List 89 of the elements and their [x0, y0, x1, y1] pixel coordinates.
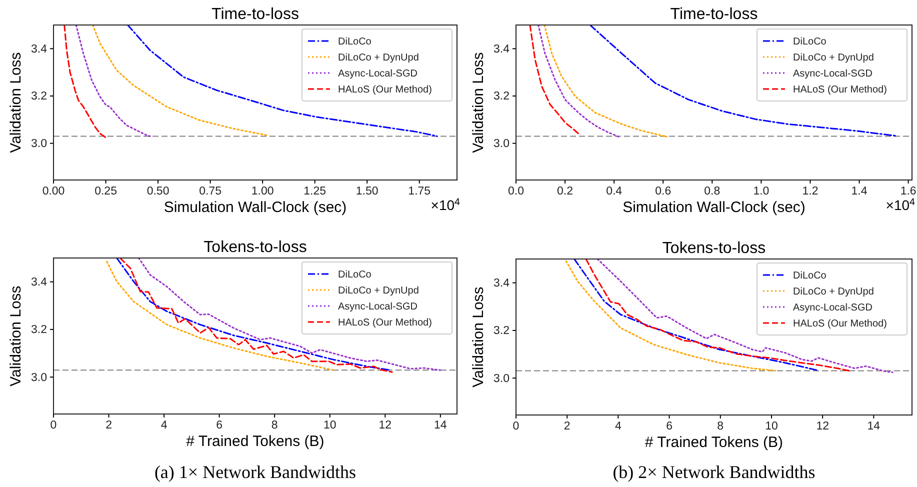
x-tick-label: 6 — [216, 420, 223, 432]
y-tick-label: 3.4 — [31, 43, 48, 56]
y-tick-label: 3.2 — [494, 325, 510, 338]
x-tick-label: 0.4 — [606, 186, 623, 198]
y-axis-title: Validation Loss — [470, 52, 487, 153]
y-tick-label: 3.0 — [494, 372, 510, 385]
legend-label: DiLoCo — [793, 36, 827, 48]
legend-label: Async-Local-SGD — [338, 302, 418, 312]
y-tick-label: 3.4 — [494, 277, 510, 290]
x-tick-label: 1.4 — [851, 186, 868, 198]
x-tick-label: 1.75 — [408, 186, 431, 198]
x-tick-label: 1.0 — [753, 186, 770, 198]
y-tick-label: 3.4 — [31, 276, 48, 288]
x-tick-label: 0.0 — [508, 186, 524, 198]
line-series — [544, 25, 668, 138]
line-series — [538, 25, 620, 138]
x-tick-label: 0.50 — [146, 186, 170, 198]
y-tick-label: 3.2 — [31, 90, 47, 103]
line-series — [64, 25, 107, 138]
y-axis-title: Validation Loss — [470, 286, 487, 388]
x-tick-label: 8 — [271, 420, 278, 432]
x-tick-label: 1.50 — [356, 186, 378, 198]
x-tick-label: 1.2 — [802, 186, 818, 198]
y-tick-label: 3.2 — [31, 324, 47, 336]
y-tick-label: 3.4 — [494, 43, 510, 56]
x-axis-title: Simulation Wall-Clock (sec) — [164, 199, 347, 216]
legend-label: DiLoCo — [338, 270, 372, 280]
x-tick-label: 2 — [564, 420, 570, 433]
legend-label: HALoS (Our Method) — [338, 84, 432, 96]
x-tick-label: 0.25 — [94, 186, 117, 198]
x-tick-label: 0.2 — [557, 186, 574, 198]
x-axis-title: # Trained Tokens (B) — [186, 433, 324, 450]
legend-label: HALoS (Our Method) — [793, 84, 887, 96]
x-tick-label: 4 — [160, 420, 168, 432]
legend-label: DiLoCo — [793, 270, 827, 282]
y-tick-label: 3.2 — [494, 90, 510, 103]
legend-label: HALoS (Our Method) — [338, 318, 432, 328]
line-series — [596, 259, 894, 374]
x-tick-label: 14 — [434, 420, 448, 432]
legend-label: DiLoCo + DynUpd — [338, 52, 419, 64]
legend-label: Async-Local-SGD — [793, 302, 872, 314]
line-series — [138, 258, 442, 371]
x-axis-title: # Trained Tokens (B) — [644, 434, 784, 451]
y-tick-label: 3.0 — [31, 372, 47, 384]
x-tick-label: 0.75 — [199, 186, 222, 198]
line-series — [529, 25, 581, 136]
line-series — [92, 25, 268, 136]
x-tick-label: 10 — [323, 420, 336, 432]
text: (b) 2× Network Bandwidths — [612, 462, 816, 482]
y-axis-title: Validation Loss — [8, 286, 24, 386]
y-tick-label: 3.0 — [31, 138, 47, 150]
y-tick-label: 3.0 — [494, 138, 510, 150]
y-axis-title: Validation Loss — [8, 52, 24, 153]
x-tick-label: 12 — [378, 420, 392, 432]
legend-label: HALoS (Our Method) — [793, 318, 887, 330]
text: ×10$^{4}$ — [886, 196, 916, 213]
line-series — [126, 25, 438, 137]
chart-title: Tokens-to-loss — [662, 240, 766, 257]
line-series — [565, 260, 776, 372]
legend-label: DiLoCo + DynUpd — [793, 52, 874, 64]
x-tick-label: 8 — [717, 420, 724, 433]
line-series — [106, 260, 334, 371]
x-tick-label: 0 — [512, 420, 520, 433]
x-tick-label: 14 — [867, 420, 881, 433]
legend-label: DiLoCo + DynUpd — [338, 286, 419, 296]
x-tick-label: 0.00 — [42, 186, 65, 198]
text: (a) 1× Network Bandwidths — [154, 462, 356, 482]
line-series — [75, 25, 151, 137]
x-tick-label: 12 — [816, 420, 829, 433]
x-tick-label: 1.00 — [251, 186, 274, 198]
chart-title: Time-to-loss — [212, 6, 299, 23]
x-tick-label: 10 — [765, 420, 778, 433]
legend-label: Async-Local-SGD — [793, 68, 872, 80]
x-tick-label: 0 — [50, 420, 57, 432]
x-axis-title: Simulation Wall-Clock (sec) — [622, 199, 806, 216]
x-tick-label: 6 — [666, 420, 672, 433]
x-tick-label: 0.8 — [704, 186, 720, 198]
line-series — [589, 25, 896, 136]
x-tick-label: 1.25 — [304, 186, 326, 198]
x-tick-label: 2 — [106, 420, 112, 432]
chart-title: Tokens-to-loss — [204, 239, 307, 256]
legend-label: DiLoCo — [338, 36, 372, 48]
chart-title: Time-to-loss — [670, 6, 758, 23]
x-tick-label: 4 — [614, 420, 622, 433]
text: ×10$^{4}$ — [430, 196, 461, 213]
x-tick-label: 0.6 — [655, 186, 672, 198]
x-tick-label: 1.6 — [900, 186, 916, 198]
legend-label: DiLoCo + DynUpd — [793, 286, 874, 298]
legend-label: Async-Local-SGD — [338, 68, 418, 80]
